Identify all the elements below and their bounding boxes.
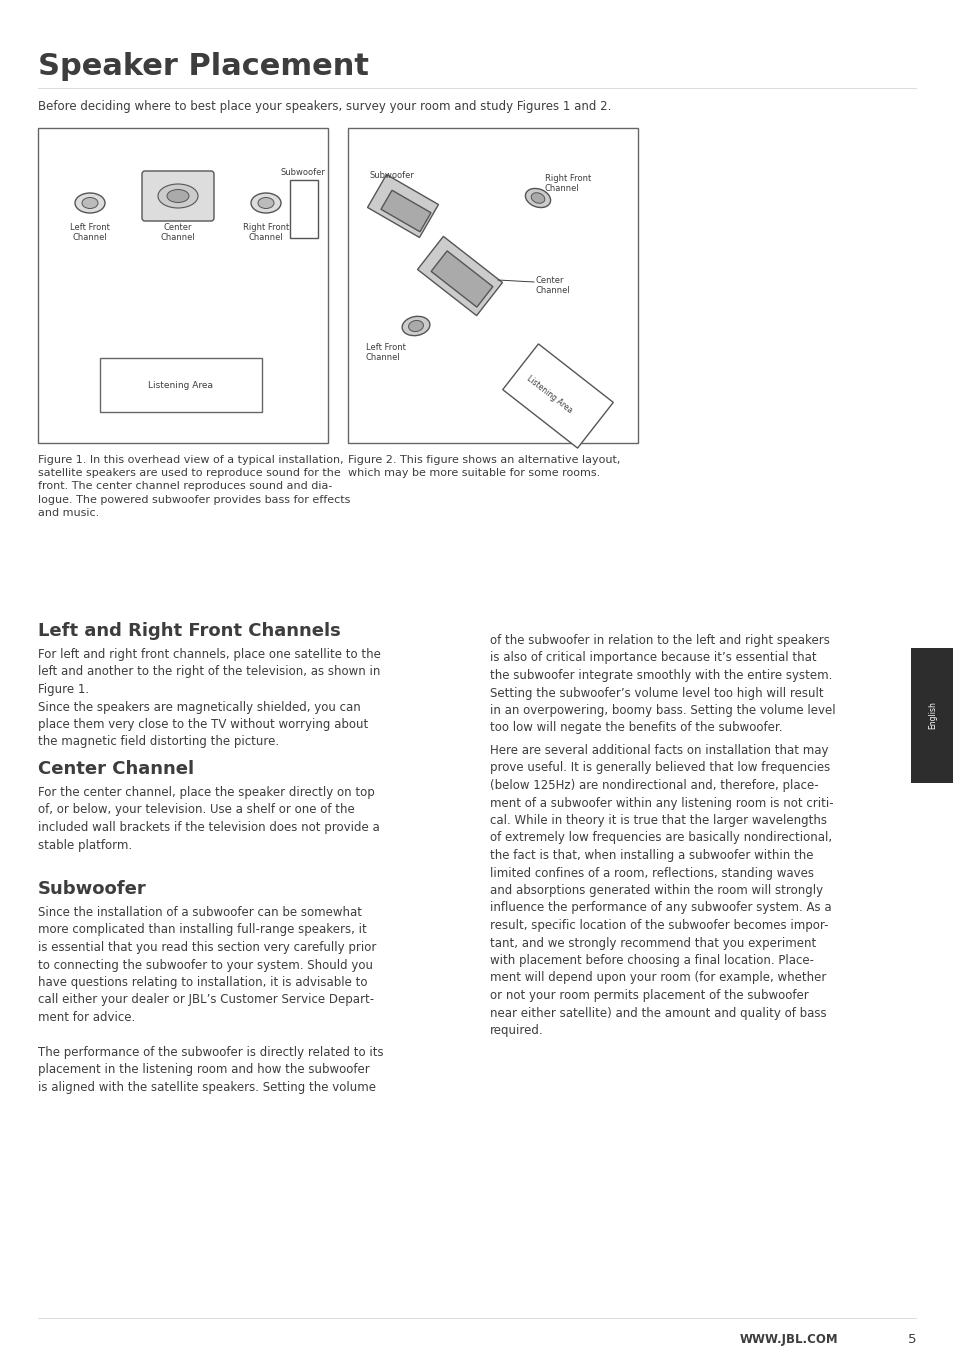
Text: Subwoofer: Subwoofer <box>280 167 325 177</box>
Text: Figure 1. In this overhead view of a typical installation,
satellite speakers ar: Figure 1. In this overhead view of a typ… <box>38 455 350 518</box>
Text: of the subwoofer in relation to the left and right speakers
is also of critical : of the subwoofer in relation to the left… <box>490 634 835 734</box>
Text: Right Front
Channel: Right Front Channel <box>243 223 289 243</box>
Ellipse shape <box>75 193 105 213</box>
FancyBboxPatch shape <box>142 171 213 221</box>
Text: Before deciding where to best place your speakers, survey your room and study Fi: Before deciding where to best place your… <box>38 100 611 113</box>
Text: Speaker Placement: Speaker Placement <box>38 53 369 81</box>
Ellipse shape <box>531 193 544 204</box>
Text: For the center channel, place the speaker directly on top
of, or below, your tel: For the center channel, place the speake… <box>38 786 379 852</box>
Text: Center
Channel: Center Channel <box>160 223 195 243</box>
Ellipse shape <box>408 320 423 332</box>
Text: Here are several additional facts on installation that may
prove useful. It is g: Here are several additional facts on ins… <box>490 744 833 1037</box>
Ellipse shape <box>167 189 189 202</box>
Ellipse shape <box>82 197 98 208</box>
Bar <box>348 128 638 443</box>
Text: Listening Area: Listening Area <box>525 374 574 414</box>
Polygon shape <box>431 251 493 306</box>
Text: WWW.JBL.COM: WWW.JBL.COM <box>740 1332 838 1346</box>
Polygon shape <box>367 174 438 238</box>
Ellipse shape <box>525 189 550 208</box>
Text: Listening Area: Listening Area <box>149 381 213 390</box>
Text: Left and Right Front Channels: Left and Right Front Channels <box>38 622 340 640</box>
Text: 5: 5 <box>907 1332 916 1346</box>
Polygon shape <box>380 190 431 232</box>
Bar <box>290 180 317 238</box>
Text: Right Front
Channel: Right Front Channel <box>544 174 591 193</box>
Text: Left Front
Channel: Left Front Channel <box>366 343 405 362</box>
Ellipse shape <box>257 197 274 208</box>
Text: Subwoofer: Subwoofer <box>38 880 147 898</box>
Bar <box>100 358 262 412</box>
Text: English: English <box>927 702 936 729</box>
Text: Center Channel: Center Channel <box>38 760 193 778</box>
Ellipse shape <box>158 184 198 208</box>
Bar <box>38 128 328 443</box>
Text: Left Front
Channel: Left Front Channel <box>70 223 110 243</box>
Polygon shape <box>502 344 613 448</box>
Ellipse shape <box>251 193 281 213</box>
Polygon shape <box>417 236 502 316</box>
Text: For left and right front channels, place one satellite to the
left and another t: For left and right front channels, place… <box>38 648 380 748</box>
Text: Subwoofer: Subwoofer <box>370 171 415 180</box>
Text: Center
Channel: Center Channel <box>536 275 570 296</box>
Text: Since the installation of a subwoofer can be somewhat
more complicated than inst: Since the installation of a subwoofer ca… <box>38 906 383 1094</box>
Ellipse shape <box>402 316 430 336</box>
Text: Figure 2. This figure shows an alternative layout,
which may be more suitable fo: Figure 2. This figure shows an alternati… <box>348 455 619 478</box>
